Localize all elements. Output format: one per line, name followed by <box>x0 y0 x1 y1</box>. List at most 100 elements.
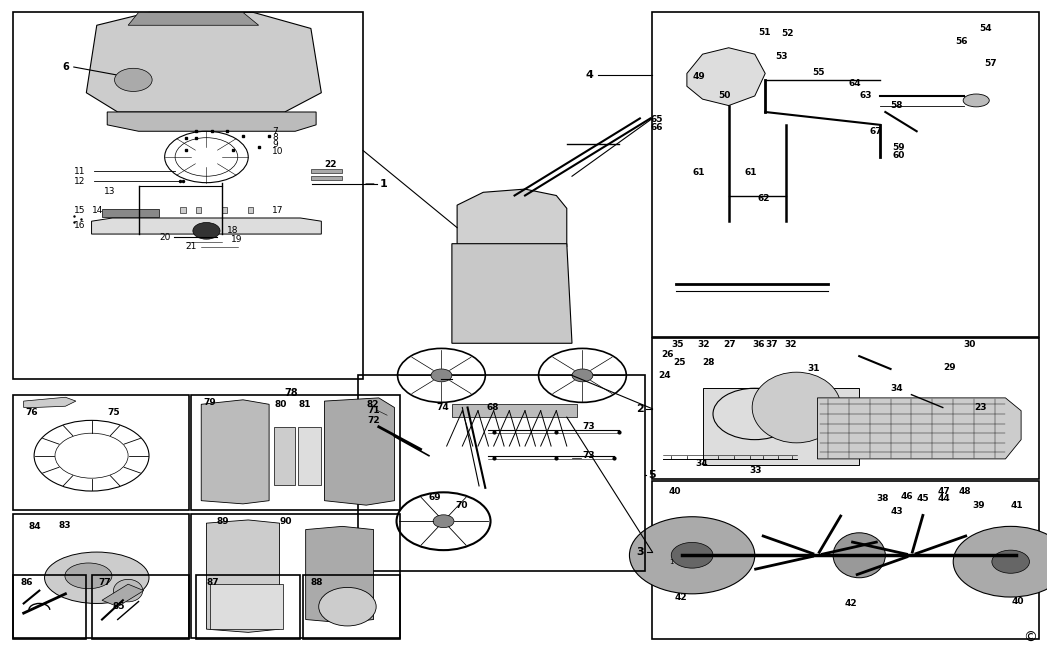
Bar <box>302 574 400 639</box>
Bar <box>210 584 282 629</box>
Bar <box>311 169 342 173</box>
Circle shape <box>629 517 755 594</box>
Text: 81: 81 <box>298 400 311 409</box>
Text: 77: 77 <box>99 578 111 587</box>
Text: 84: 84 <box>29 522 42 531</box>
Text: 13: 13 <box>104 187 116 196</box>
Bar <box>14 395 189 510</box>
Text: 26: 26 <box>660 350 673 359</box>
Text: 41: 41 <box>1011 500 1024 509</box>
Text: 83: 83 <box>58 521 70 530</box>
Text: 89: 89 <box>217 517 230 526</box>
Bar <box>14 574 86 639</box>
Polygon shape <box>24 397 76 408</box>
Ellipse shape <box>65 563 112 589</box>
Text: 78: 78 <box>285 387 298 398</box>
Text: 44: 44 <box>938 495 950 503</box>
Text: 28: 28 <box>702 358 715 367</box>
Bar <box>102 209 160 217</box>
Text: 80: 80 <box>274 400 287 409</box>
Text: 7: 7 <box>272 127 278 136</box>
Text: 42: 42 <box>674 593 687 602</box>
Text: 4: 4 <box>586 69 593 80</box>
Polygon shape <box>91 218 321 234</box>
Text: 55: 55 <box>813 67 824 77</box>
Circle shape <box>671 543 713 568</box>
Text: 27: 27 <box>723 340 736 349</box>
Text: 24: 24 <box>658 371 671 380</box>
Text: 25: 25 <box>673 358 686 367</box>
Ellipse shape <box>44 552 149 604</box>
Text: 51: 51 <box>758 28 771 37</box>
Polygon shape <box>202 400 269 504</box>
Bar <box>652 12 1038 337</box>
Bar <box>452 404 578 417</box>
Ellipse shape <box>752 372 841 443</box>
Bar <box>274 427 295 485</box>
Text: 90: 90 <box>279 517 292 526</box>
Text: 38: 38 <box>876 495 888 503</box>
Bar <box>14 513 189 637</box>
Ellipse shape <box>319 587 376 626</box>
Text: 67: 67 <box>869 127 882 136</box>
Polygon shape <box>86 12 321 112</box>
Text: 64: 64 <box>848 79 861 88</box>
Polygon shape <box>107 112 316 131</box>
Text: 34: 34 <box>890 384 903 393</box>
Ellipse shape <box>833 533 885 578</box>
Polygon shape <box>324 398 395 505</box>
Circle shape <box>193 223 220 239</box>
Circle shape <box>992 550 1029 573</box>
Text: 58: 58 <box>890 101 903 110</box>
Bar <box>196 574 300 639</box>
Text: 76: 76 <box>26 408 39 417</box>
Text: 85: 85 <box>112 602 125 611</box>
Polygon shape <box>818 398 1021 459</box>
Text: 52: 52 <box>781 29 794 38</box>
Text: 16: 16 <box>74 221 85 230</box>
Circle shape <box>572 369 593 382</box>
Bar <box>191 513 400 637</box>
Bar <box>311 177 342 180</box>
Bar <box>652 482 1038 639</box>
Text: 68: 68 <box>486 403 499 412</box>
Text: 63: 63 <box>859 92 872 101</box>
Text: 33: 33 <box>750 466 762 475</box>
Polygon shape <box>306 526 374 623</box>
Circle shape <box>433 515 454 528</box>
Text: 79: 79 <box>204 398 216 407</box>
Text: 46: 46 <box>901 492 914 500</box>
Text: 15: 15 <box>74 206 85 215</box>
Circle shape <box>953 526 1050 597</box>
Text: 57: 57 <box>985 58 998 67</box>
Text: 69: 69 <box>428 493 442 502</box>
Circle shape <box>114 68 152 92</box>
Text: 62: 62 <box>758 194 771 203</box>
Text: 20: 20 <box>160 233 171 242</box>
Text: 82: 82 <box>366 400 379 409</box>
Polygon shape <box>687 48 765 106</box>
Polygon shape <box>457 189 567 253</box>
Text: 3: 3 <box>636 547 645 557</box>
Text: 59: 59 <box>892 143 905 153</box>
Text: 39: 39 <box>972 500 985 509</box>
Text: 11: 11 <box>74 167 85 177</box>
Polygon shape <box>207 520 279 632</box>
Text: 23: 23 <box>974 403 987 412</box>
Bar <box>248 207 253 214</box>
Text: 17: 17 <box>272 206 284 215</box>
Text: 5: 5 <box>648 470 656 480</box>
Text: 86: 86 <box>21 578 33 587</box>
Polygon shape <box>102 584 144 607</box>
Circle shape <box>430 369 452 382</box>
Text: 22: 22 <box>324 160 337 169</box>
Text: 71: 71 <box>368 406 380 415</box>
Text: 30: 30 <box>964 340 977 349</box>
Text: 61: 61 <box>744 168 757 177</box>
Text: 2: 2 <box>635 404 644 414</box>
Text: 18: 18 <box>228 227 238 236</box>
Text: 32: 32 <box>697 340 710 349</box>
Text: 56: 56 <box>956 37 968 46</box>
Ellipse shape <box>963 94 989 107</box>
Bar <box>358 375 645 571</box>
